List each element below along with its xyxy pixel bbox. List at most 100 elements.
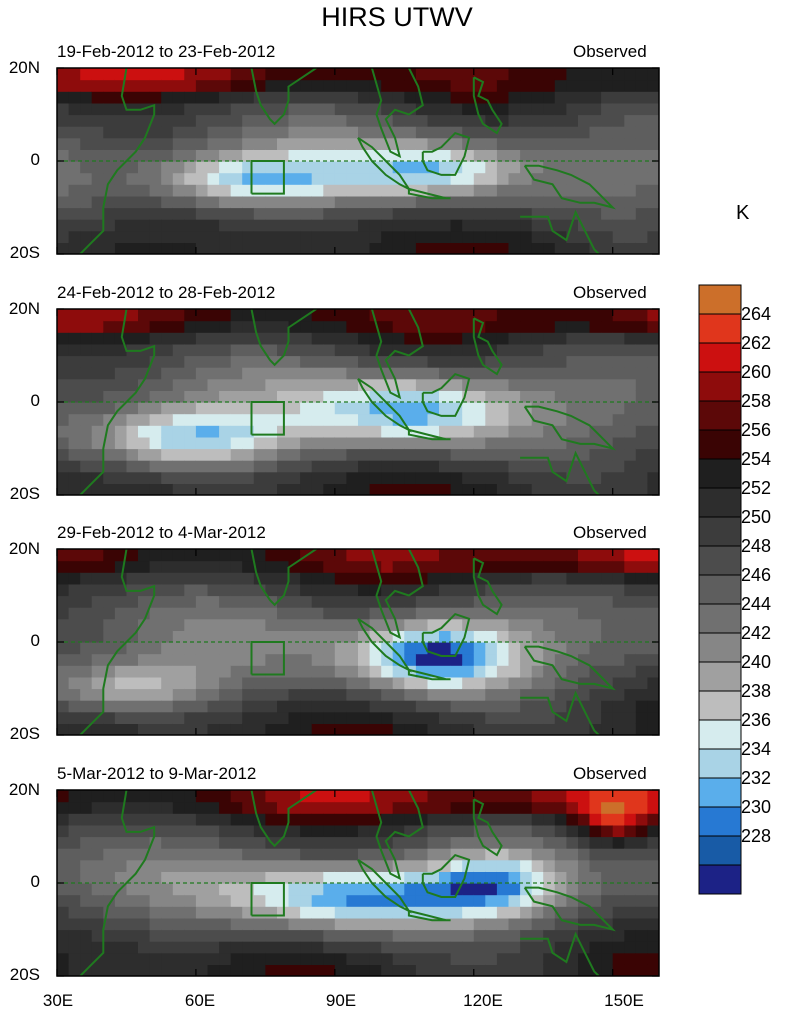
heat-cell [566,425,579,438]
heat-cell [184,367,197,380]
heat-cell [149,583,162,597]
heat-cell [172,906,185,919]
heat-cell [647,448,659,461]
heat-cell [68,560,81,573]
heat-cell [439,941,452,954]
heat-cell [253,172,266,185]
heat-cell [415,102,429,116]
heat-cell [369,642,382,655]
heat-cell [612,378,625,391]
heat-cell [485,642,498,655]
heat-cell [624,460,637,473]
heat-cell [161,390,174,403]
heat-cell [91,425,104,438]
heat-cell [612,448,625,461]
heat-cell [589,219,602,232]
heat-cell [103,917,116,931]
heat-cell [57,91,70,104]
heat-cell [496,941,510,954]
heat-cell [578,688,591,701]
heat-cell [612,332,625,345]
heat-cell [543,871,556,884]
heat-cell [207,471,220,484]
heat-cell [635,964,648,976]
heat-cell [172,688,185,701]
heat-cell [184,402,197,415]
heat-cell [80,172,93,185]
heat-cell [265,460,278,473]
heat-cell [358,642,371,655]
heat-cell [265,723,278,735]
heat-cell [288,642,301,655]
heat-cell [230,207,243,220]
heat-cell [566,618,579,631]
heat-cell [149,929,162,942]
heat-cell [392,813,405,826]
heat-cell [311,813,324,826]
heat-cell [566,102,579,116]
heat-cell [566,560,579,573]
heat-cell [207,207,220,220]
heat-cell [647,343,659,357]
panel-2-label: Observed [573,283,647,302]
heat-cell [80,549,93,562]
heat-cell [103,126,116,139]
heat-cell [57,871,70,884]
heat-cell [334,471,347,484]
heat-cell [323,665,336,678]
heat-cell [126,642,139,655]
heat-cell [647,195,659,209]
heat-cell [531,560,544,573]
heat-cell [126,859,139,872]
heat-cell [473,883,486,896]
coastline [357,377,412,433]
heat-cell [323,700,336,713]
heat-cell [334,207,347,220]
heat-cell [68,448,81,461]
heat-cell [485,883,498,896]
heat-cell [612,355,625,368]
heat-cell [485,711,498,724]
heat-cell [114,711,128,724]
heat-cell [277,848,290,861]
heat-cell [288,801,301,814]
heat-cell [149,126,162,139]
heat-cell [439,126,452,139]
heat-cell [554,68,567,81]
heat-cell [612,79,625,92]
heat-cell [392,560,405,573]
heat-cell [392,242,405,254]
heat-cell [554,137,567,150]
heat-cell [485,390,498,403]
heat-cell [149,894,162,907]
heat-cell [219,630,232,643]
coastline [79,790,156,976]
heat-cell [114,964,128,976]
heat-cell [566,320,579,333]
heat-cell [612,801,625,814]
heat-cell [103,952,116,965]
heat-cell [91,859,104,872]
heat-cell [496,230,510,243]
heat-cell [508,906,521,919]
colorbar-unit: K [736,202,750,224]
heat-cell [543,583,556,597]
heat-cell [138,68,151,81]
heat-cell [161,102,174,116]
heat-cell [415,676,429,690]
heat-cell [184,79,197,92]
heat-cell [103,630,116,643]
heat-cell [68,436,81,450]
heat-cell [323,137,336,150]
heat-cell [300,242,313,254]
coastline [520,209,600,254]
heat-cell [462,184,475,197]
heat-cell [91,723,104,735]
heat-cell [496,653,510,666]
heat-cell [578,871,591,884]
heat-cell [462,929,475,942]
heat-cell [462,172,475,185]
heat-cell [68,653,81,666]
heat-cell [566,402,579,415]
heat-cell [531,824,544,838]
